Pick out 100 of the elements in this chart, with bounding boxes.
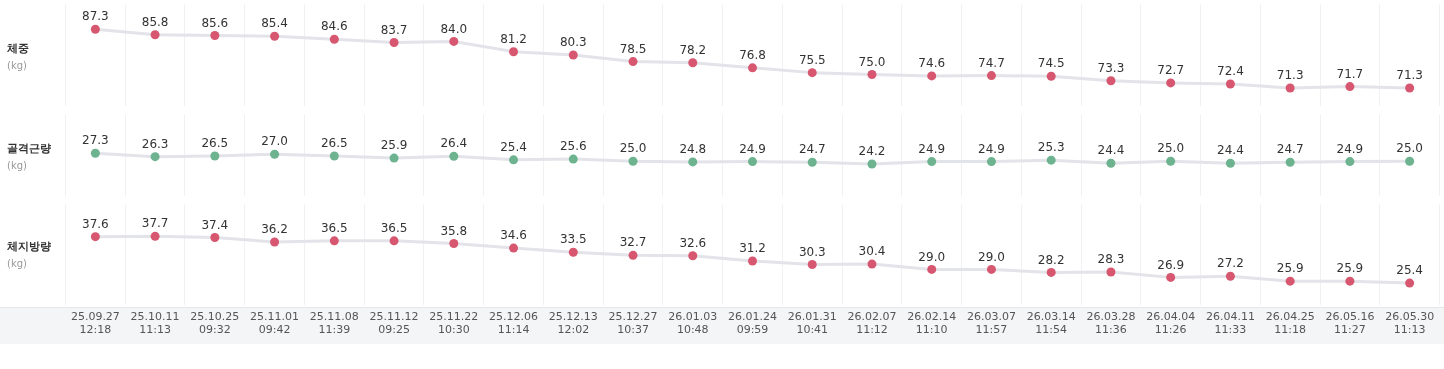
point — [867, 159, 877, 169]
point — [210, 31, 220, 41]
point — [986, 71, 996, 81]
data-label: 27.3 — [82, 133, 109, 148]
point — [270, 237, 280, 247]
data-label: 37.4 — [201, 217, 229, 232]
data-label: 24.9 — [1336, 141, 1364, 156]
data-label: 27.0 — [261, 134, 288, 149]
point — [150, 152, 160, 162]
point — [568, 50, 578, 60]
point — [1225, 158, 1235, 168]
data-label: 71.3 — [1396, 68, 1423, 83]
x-tick-label: 26.01.31 10:41 — [787, 310, 837, 337]
point — [1285, 157, 1295, 167]
x-tick-label: 26.02.07 11:12 — [847, 310, 897, 337]
data-label: 78.2 — [679, 42, 707, 57]
data-label: 27.2 — [1217, 256, 1244, 271]
x-tick-label: 25.11.08 11:39 — [309, 310, 359, 337]
data-label: 85.4 — [261, 16, 288, 31]
data-label: 85.8 — [141, 14, 169, 29]
point — [210, 232, 220, 242]
x-tick-label: 25.11.12 09:25 — [369, 310, 419, 337]
data-label: 28.2 — [1037, 252, 1065, 267]
data-label: 24.4 — [1217, 143, 1244, 158]
data-label: 72.4 — [1217, 64, 1244, 79]
data-label: 75.0 — [858, 54, 886, 69]
data-label: 26.3 — [141, 136, 169, 151]
x-tick-label: 25.11.01 09:42 — [250, 310, 300, 337]
y-axis-title: 골격근량 (kg) — [7, 141, 52, 173]
point — [90, 232, 100, 242]
data-label: 71.3 — [1276, 68, 1304, 83]
data-label: 84.0 — [440, 21, 468, 36]
data-label: 29.0 — [918, 249, 946, 264]
data-label: 26.4 — [440, 136, 468, 151]
x-tick-label: 26.02.14 11:10 — [907, 310, 957, 337]
x-tick-label: 25.10.11 11:13 — [130, 310, 180, 337]
data-label: 24.7 — [1276, 142, 1304, 157]
point — [329, 151, 339, 161]
data-label: 28.3 — [1097, 252, 1125, 267]
x-tick-label: 25.09.27 12:18 — [70, 310, 120, 337]
point — [270, 149, 280, 159]
data-label: 87.3 — [82, 9, 109, 24]
point — [1106, 267, 1116, 277]
data-label: 37.6 — [82, 216, 109, 231]
point — [688, 251, 698, 261]
point — [628, 250, 638, 260]
point — [568, 154, 578, 164]
data-label: 25.0 — [619, 141, 647, 156]
x-tick-label: 26.05.30 11:13 — [1385, 310, 1435, 337]
data-label: 36.2 — [261, 222, 288, 237]
point — [748, 63, 757, 73]
point — [389, 236, 399, 246]
point — [1345, 157, 1355, 167]
point — [90, 24, 100, 34]
x-tick-label: 25.12.06 11:14 — [489, 310, 539, 337]
data-label: 24.8 — [679, 142, 707, 157]
data-label: 30.3 — [798, 244, 826, 259]
point — [1285, 276, 1295, 286]
data-label: 25.4 — [1396, 263, 1423, 278]
x-tick-label: 26.04.11 11:33 — [1205, 310, 1255, 337]
data-label: 34.6 — [500, 228, 527, 243]
x-tick-label: 26.04.04 11:26 — [1146, 310, 1196, 337]
point — [807, 68, 817, 78]
point — [807, 259, 817, 269]
data-label: 25.9 — [380, 138, 408, 153]
x-tick-label: 26.03.14 11:54 — [1026, 310, 1076, 337]
point — [509, 243, 519, 253]
data-label: 25.0 — [1396, 141, 1423, 156]
point — [389, 38, 399, 48]
point — [748, 157, 757, 167]
data-label: 25.0 — [1157, 141, 1185, 156]
data-label: 35.8 — [440, 223, 468, 238]
data-label: 73.3 — [1097, 60, 1125, 75]
data-label: 30.4 — [858, 244, 886, 259]
y-axis-title: 체지방량 (kg) — [7, 239, 52, 271]
point — [867, 259, 877, 269]
data-label: 29.0 — [978, 249, 1005, 264]
data-label: 36.5 — [380, 221, 408, 235]
data-label: 25.4 — [500, 139, 527, 154]
data-label: 24.7 — [798, 142, 826, 157]
point — [1166, 272, 1176, 282]
point — [1046, 267, 1056, 277]
point — [748, 256, 757, 266]
x-tick-label: 26.04.25 11:18 — [1265, 310, 1315, 337]
data-label: 26.5 — [320, 136, 348, 151]
x-tick-label: 25.10.25 09:32 — [190, 310, 240, 337]
point — [150, 30, 160, 40]
point — [807, 157, 817, 167]
point — [449, 36, 459, 46]
point — [927, 264, 937, 274]
point — [688, 58, 698, 68]
data-label: 26.5 — [201, 136, 229, 151]
data-label: 26.9 — [1157, 257, 1185, 272]
data-label: 24.9 — [978, 141, 1005, 156]
point — [1106, 158, 1116, 168]
data-label: 24.9 — [918, 141, 946, 156]
data-label: 74.6 — [918, 56, 946, 71]
point — [628, 57, 638, 67]
y-axis-title: 체중 (kg) — [7, 41, 30, 73]
point — [1405, 156, 1415, 166]
